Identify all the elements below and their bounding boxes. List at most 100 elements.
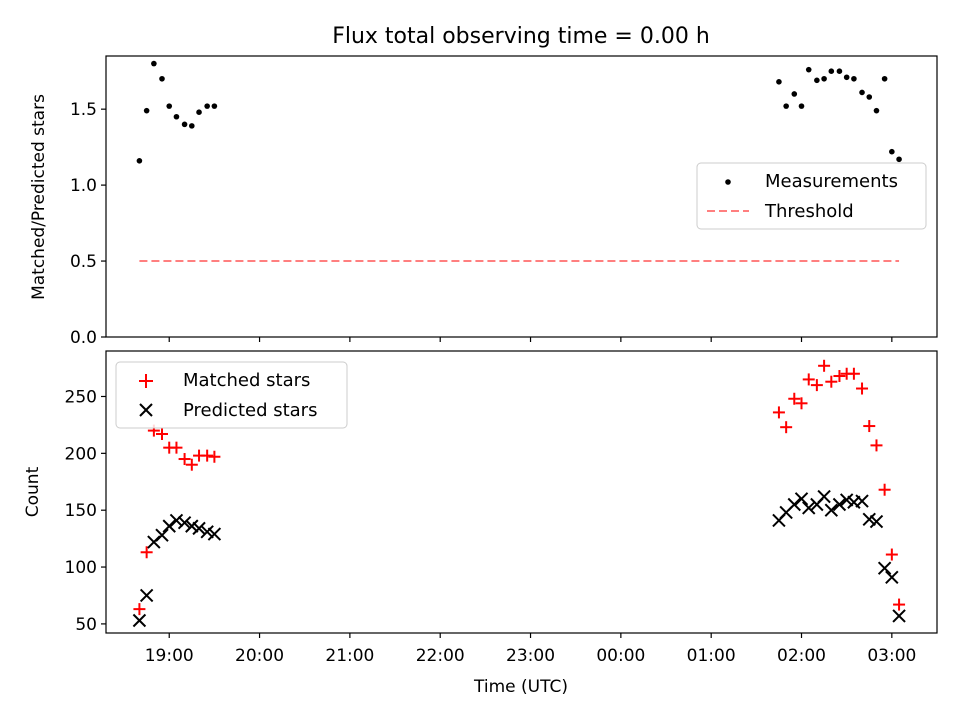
measurement-point <box>166 103 173 109</box>
predicted-stars-point <box>877 561 892 575</box>
predicted-stars-point <box>162 519 176 533</box>
matched-stars-point <box>833 370 846 383</box>
measurement-point <box>859 89 865 96</box>
measurement-point <box>196 109 202 115</box>
x-tick-label: 21:00 <box>325 646 374 666</box>
count-y-tick-label: 200 <box>65 444 97 464</box>
matched-stars-point <box>156 428 169 441</box>
count-y-axis-label: Count <box>23 466 43 517</box>
predicted-stars-point <box>839 493 854 507</box>
x-tick-label: 02:00 <box>777 646 826 666</box>
count-y-tick-label: 250 <box>65 387 97 407</box>
matched-stars-point <box>201 449 214 462</box>
predicted-stars-point <box>207 527 222 541</box>
matched-stars-point <box>788 392 801 405</box>
ratio-y-tick-label: 0.5 <box>70 252 97 272</box>
ratio-x-ticks <box>168 337 893 342</box>
count-y-tick-label: 100 <box>65 558 97 578</box>
measurement-point <box>881 75 888 82</box>
predicted-stars-point <box>185 519 199 533</box>
predicted-stars-point <box>192 521 206 536</box>
measurement-point <box>821 75 827 82</box>
count-y-tick-label: 50 <box>75 615 97 635</box>
matched-stars-point <box>140 546 153 559</box>
legend-predicted-label: Predicted stars <box>183 400 317 421</box>
ratio-y-tick-label: 1.5 <box>70 100 97 120</box>
legend-measurements-label: Measurements <box>765 171 898 192</box>
predicted-stars-point <box>177 515 192 530</box>
predicted-stars-point <box>817 489 831 504</box>
legend-predicted-marker <box>139 403 153 417</box>
predicted-stars-point <box>885 570 899 584</box>
count-legend-frame <box>115 361 348 429</box>
count-y-ticks: 50 100 150 200 250 <box>65 387 106 635</box>
predicted-stars-point <box>832 497 847 512</box>
matched-stars-point <box>802 373 815 386</box>
measurement-point <box>159 75 165 82</box>
predicted-stars-point <box>824 503 839 517</box>
matched-stars-point <box>856 382 869 395</box>
measurement-point <box>776 79 782 85</box>
predicted-stars-point <box>139 588 154 603</box>
predicted-stars-point <box>155 528 169 542</box>
count-legend: Matched stars Predicted stars <box>115 361 348 429</box>
matched-stars-point <box>870 439 883 452</box>
predicted-stars-point <box>869 514 884 529</box>
ratio-legend: Measurements Threshold <box>696 162 927 230</box>
measurement-point <box>173 113 180 120</box>
legend-matched-marker <box>139 374 153 388</box>
x-tick-label: 22:00 <box>416 646 465 666</box>
predicted-stars-point <box>862 512 876 526</box>
predicted-stars-point <box>802 501 816 515</box>
measurement-point <box>798 103 805 109</box>
matched-stars-point <box>208 450 221 463</box>
measurement-point <box>866 94 873 100</box>
measurement-point <box>843 74 850 81</box>
matched-stars-point <box>772 406 785 419</box>
x-tick-label: 20:00 <box>235 646 284 666</box>
x-tick-label: 23:00 <box>506 646 555 666</box>
matched-stars-point <box>878 483 891 496</box>
ratio-panel: 0.0 0.5 1.0 1.5 Matched/Predicted stars Mea… <box>29 55 938 348</box>
matched-stars-point <box>185 458 198 471</box>
ratio-y-ticks: 0.0 0.5 1.0 1.5 <box>70 100 106 348</box>
chart-title: Flux total observing time = 0.00 h <box>332 24 710 49</box>
measurement-point <box>181 121 188 128</box>
predicted-stars-point <box>794 492 809 506</box>
predicted-stars-point <box>169 513 184 528</box>
measurement-point <box>143 107 150 114</box>
matched-stars-point <box>810 379 823 392</box>
ratio-y-axis-label: Matched/Predicted stars <box>29 94 49 300</box>
count-panel: 50 100 150 200 250 19:00 20:00 21:00 22:00 23:00… <box>23 350 938 697</box>
x-axis-label: Time (UTC) <box>473 677 568 697</box>
measurement-point <box>189 123 195 129</box>
matched-stars-point <box>847 367 860 380</box>
x-tick-label: 19:00 <box>145 646 194 666</box>
measurement-point <box>204 103 210 109</box>
ratio-plot-area <box>136 60 902 263</box>
measurement-point <box>889 148 895 155</box>
measurement-point <box>783 103 789 109</box>
ratio-axes-frame <box>105 55 938 338</box>
measurement-point <box>836 68 843 74</box>
predicted-stars-point <box>132 613 147 628</box>
measurement-point <box>873 107 880 114</box>
legend-threshold-label: Threshold <box>764 201 854 222</box>
ratio-y-tick-label: 1.0 <box>70 176 97 196</box>
matched-stars-point <box>818 359 831 372</box>
matched-stars-point <box>780 421 793 434</box>
measurement-point <box>814 77 820 84</box>
measurement-point <box>805 66 812 73</box>
predicted-stars-point <box>892 609 906 623</box>
predicted-stars-point <box>200 525 214 539</box>
matched-stars-point <box>825 375 838 388</box>
x-tick-label: 03:00 <box>867 646 916 666</box>
count-axes-frame <box>105 350 938 634</box>
measurement-point <box>151 60 157 67</box>
matched-stars-point <box>795 397 808 410</box>
measurement-point <box>896 156 902 163</box>
x-tick-label: 00:00 <box>596 646 645 666</box>
count-plot-area <box>132 359 906 628</box>
